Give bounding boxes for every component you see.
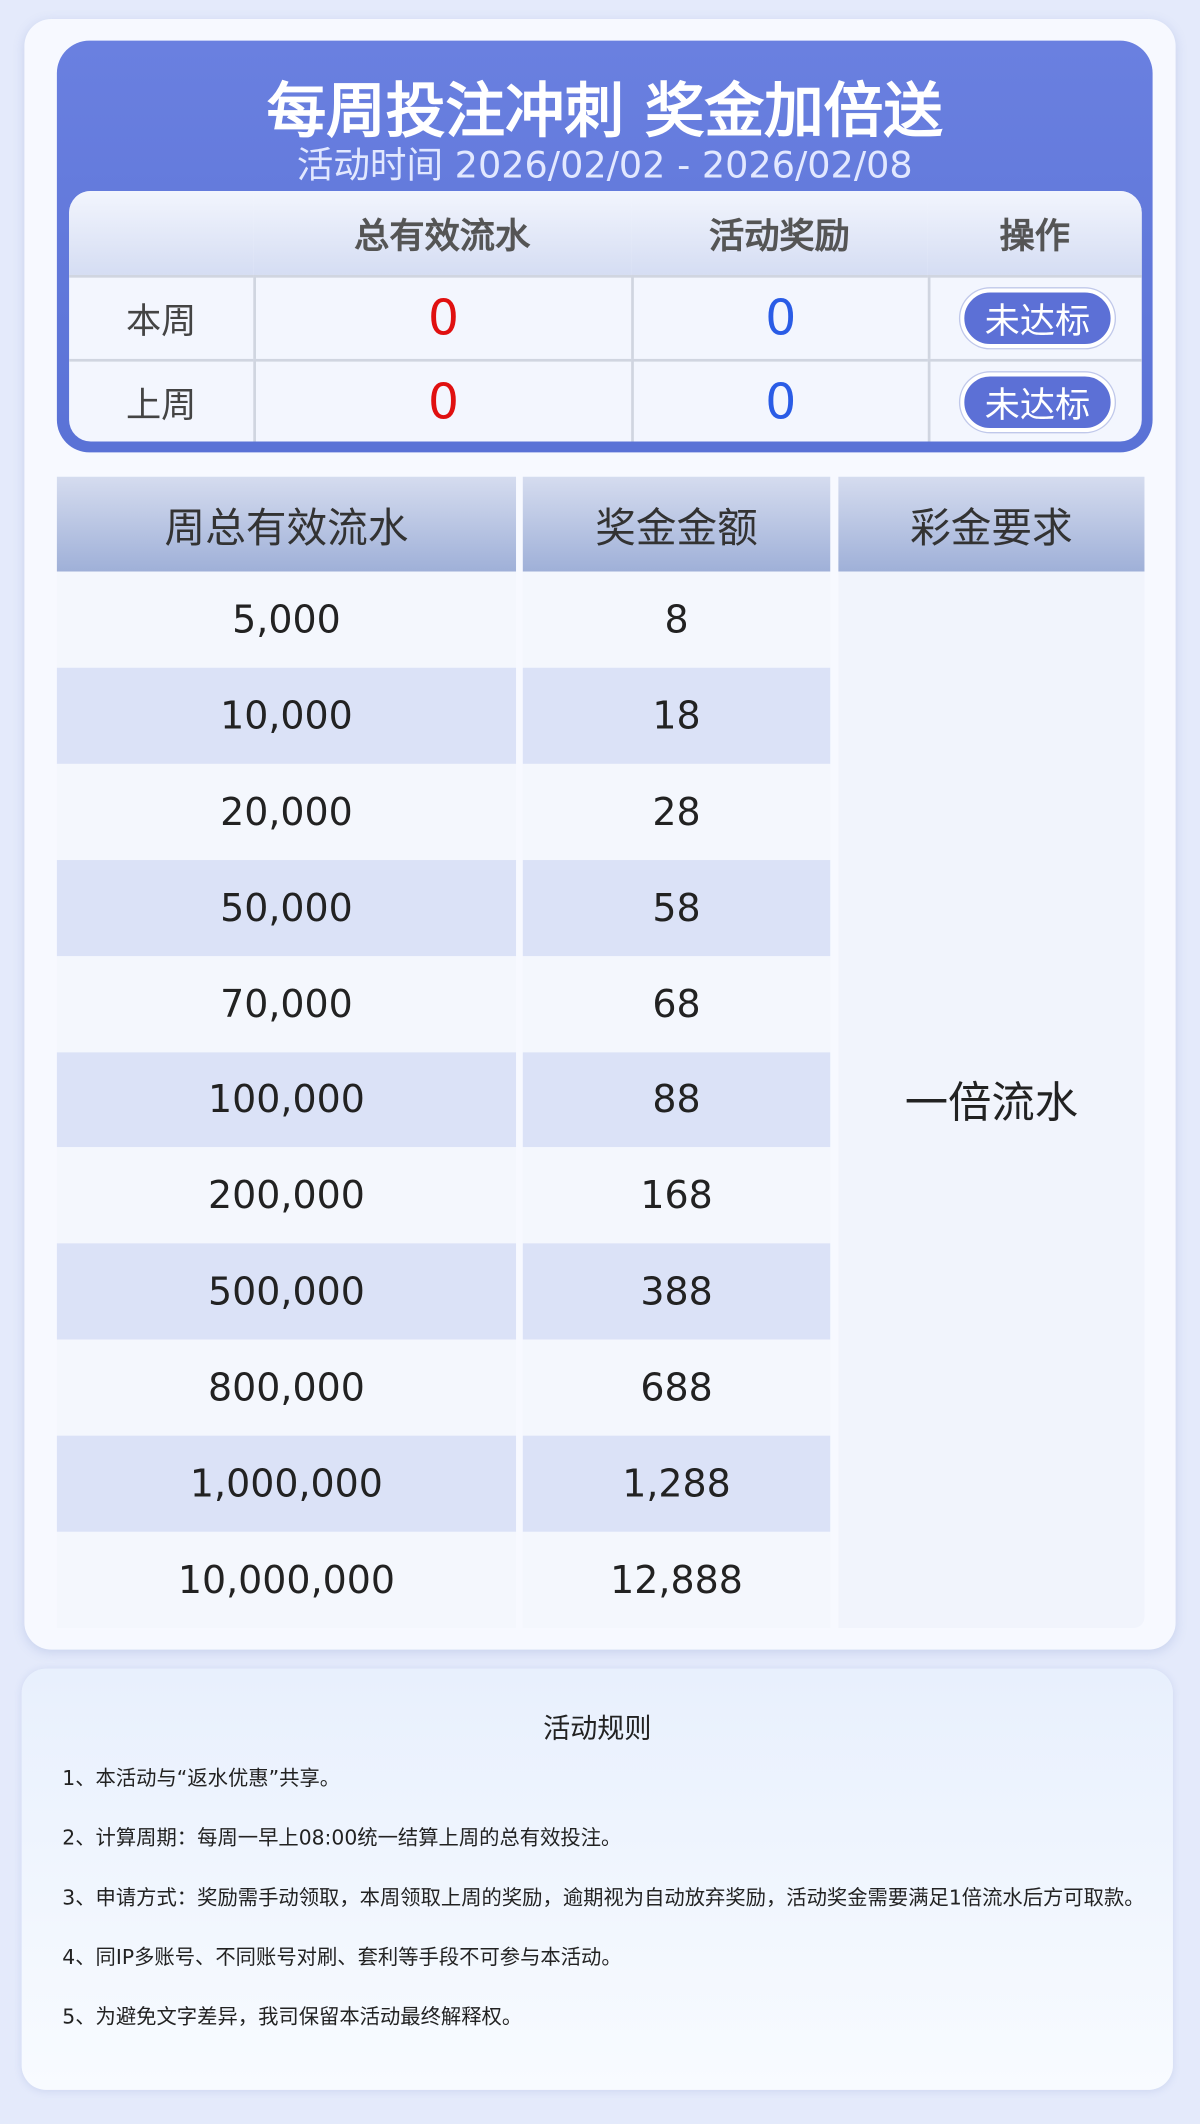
reward-value: 0 (631, 358, 928, 442)
turnover-cell: 10,000,000 (56, 1531, 517, 1628)
turnover-cell: 100,000 (56, 1051, 517, 1148)
rule-item: 2、计算周期：每周一早上08:00统一结算上周的总有效投注。 (62, 1825, 622, 1851)
bonus-cell: 388 (522, 1243, 831, 1340)
turnover-cell: 10,000 (56, 667, 517, 764)
turnover-value: 0 (253, 358, 632, 442)
turnover-cell: 500,000 (56, 1243, 517, 1340)
rules-title: 活动规则 (543, 1711, 652, 1744)
column-header: 活动奖励 (631, 190, 928, 275)
column-header: 总有效流水 (253, 190, 632, 275)
action-cell (927, 358, 1142, 442)
bonus-cell: 88 (522, 1051, 831, 1148)
bonus-cell: 8 (522, 571, 831, 668)
turnover-cell: 5,000 (56, 571, 517, 668)
header-blank (69, 190, 254, 275)
turnover-cell: 70,000 (56, 955, 517, 1052)
requirement-cell: 一倍流水 (838, 571, 1145, 1628)
bonus-cell: 1,288 (522, 1435, 831, 1532)
rule-item: 3、申请方式：奖励需手动领取，本周领取上周的奖励，逾期视为自动放弃奖励，活动奖金… (62, 1885, 1145, 1910)
turnover-cell: 50,000 (56, 859, 517, 956)
turnover-cell: 20,000 (56, 763, 517, 860)
turnover-cell: 800,000 (56, 1339, 517, 1436)
bonus-cell: 58 (522, 859, 831, 956)
status-table: 总有效流水 活动奖励 操作 本周 0 0 未达标 上周 0 0 未达标 (69, 190, 1142, 442)
rules-card: 活动规则 1、本活动与“返水优惠”共享。 2、计算周期：每周一早上08:00统一结… (21, 1668, 1173, 2090)
action-cell (927, 274, 1142, 359)
rule-item: 1、本活动与“返水优惠”共享。 (62, 1766, 341, 1791)
column-header: 奖金金额 (522, 476, 831, 572)
reward-value: 0 (631, 274, 928, 359)
column-header: 周总有效流水 (56, 476, 517, 572)
row-label: 本周 (69, 274, 254, 359)
turnover-cell: 200,000 (56, 1147, 517, 1244)
bonus-cell: 68 (522, 955, 831, 1052)
bonus-cell: 28 (522, 763, 831, 860)
column-header: 操作 (927, 190, 1142, 275)
bonus-cell: 12,888 (522, 1531, 831, 1628)
row-label: 上周 (69, 358, 254, 442)
title: 每周投注冲刺 奖金加倍送 (266, 77, 943, 147)
status-button[interactable]: 未达标 (960, 372, 1115, 433)
bonus-cell: 688 (522, 1339, 831, 1436)
rule-item: 5、为避免文字差异，我司保留本活动最终解释权。 (62, 2004, 523, 2029)
status-button[interactable]: 未达标 (960, 288, 1115, 349)
bonus-cell: 168 (522, 1147, 831, 1244)
rule-item: 4、同IP多账号、不同账号对刷、套利等手段不可参与本活动。 (62, 1944, 622, 1970)
bonus-cell: 18 (522, 667, 831, 764)
period: 活动时间 2026/02/02 - 2026/02/08 (296, 144, 913, 187)
turnover-cell: 1,000,000 (56, 1435, 517, 1532)
turnover-value: 0 (253, 274, 632, 359)
column-header: 彩金要求 (838, 476, 1145, 572)
